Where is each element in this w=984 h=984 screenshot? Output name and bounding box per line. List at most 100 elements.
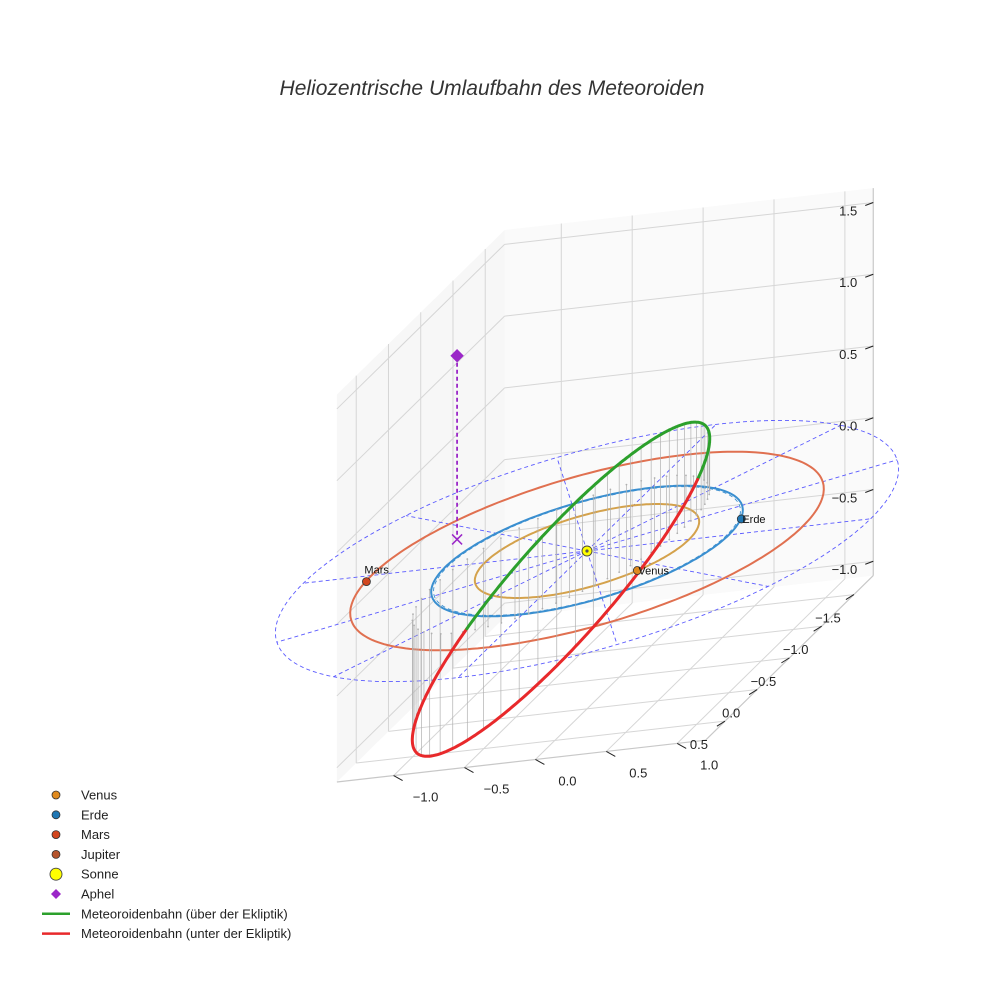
y-axis-edge <box>705 575 874 741</box>
x-tick-label: −0.5 <box>751 674 777 689</box>
x-tick-label: −1.5 <box>815 611 841 626</box>
grid-line-z-side <box>336 243 505 410</box>
chart-title: Heliozentrische Umlaufbahn des Meteoroid… <box>280 77 705 100</box>
planet-venus-label: Venus <box>638 565 669 577</box>
z-tick-label: −0.5 <box>832 490 858 505</box>
x-tick-label: −1.0 <box>783 642 809 657</box>
drop-foot <box>609 488 612 491</box>
drop-foot <box>668 538 671 541</box>
drop-foot <box>708 485 710 488</box>
grid-line-x-floor <box>452 625 822 669</box>
drop-foot <box>415 606 417 608</box>
grid-line-z-side <box>336 530 505 697</box>
legend-label: Mars <box>81 827 110 842</box>
grid-line-z-back <box>504 201 874 245</box>
drop-foot <box>527 612 530 615</box>
drop-foot <box>676 474 678 477</box>
drop-foot <box>653 477 656 479</box>
grid-line-z-side <box>336 602 505 769</box>
legend: Venus Erde Mars Jupiter Sonne Aphel Meteoroide… <box>42 788 291 941</box>
x-tick-mark <box>781 657 790 664</box>
drop-foot <box>487 625 489 628</box>
y-tick-mark <box>464 767 474 773</box>
drop-foot <box>466 558 469 560</box>
z-tick-mark <box>865 273 874 278</box>
legend-label: Sonne <box>81 867 119 882</box>
meteoroid-orbit-below <box>410 478 700 758</box>
z-tick-mark <box>865 345 874 350</box>
x-tick-mark <box>716 720 726 727</box>
drop-foot <box>499 537 502 540</box>
grid-line-z-back <box>504 273 874 317</box>
z-tick-label: 1.5 <box>839 203 857 218</box>
legend-label: Meteoroidenbahn (unter der Ekliptik) <box>81 926 291 941</box>
grid-line-y-floor <box>605 586 775 752</box>
grid-line-z-side <box>336 459 505 625</box>
legend-label: Venus <box>81 788 118 803</box>
grid-line-z-back <box>504 560 874 604</box>
y-tick-mark <box>606 751 616 757</box>
drop-foot <box>708 489 711 492</box>
legend-swatch-sonne <box>49 867 63 881</box>
drop-foot <box>514 617 516 620</box>
z-tick-mark <box>865 417 874 422</box>
z-tick-label: −1.0 <box>832 562 858 577</box>
grid-line-z-side <box>336 315 505 482</box>
drop-foot <box>537 517 539 520</box>
meteoroid-orbit-above <box>465 428 671 631</box>
y-tick-mark <box>535 759 545 765</box>
legend-swatch-jupiter <box>51 850 61 859</box>
drop-foot <box>683 526 686 528</box>
drop-foot <box>430 632 433 635</box>
drop-foot <box>417 628 419 631</box>
drop-foot <box>581 590 584 593</box>
grid-line-x-floor <box>485 594 854 637</box>
drop-foot <box>594 584 597 586</box>
drop-foot <box>518 527 521 530</box>
planet-mars-marker <box>362 577 371 587</box>
orbit-venus <box>473 503 701 599</box>
axis-ticks: −1.5 −1.0 −0.5 0.0 0.5 −1.0 −0.5 0.0 0.5 1.0 −1.0 −… <box>393 202 874 805</box>
legend-swatch-mars <box>51 830 61 839</box>
drop-foot <box>412 613 414 616</box>
drop-foot <box>629 564 632 567</box>
z-tick-label: 0.0 <box>839 419 857 434</box>
drop-foot <box>700 508 703 511</box>
y-tick-label: 0.0 <box>558 773 576 788</box>
drop-foot <box>555 509 558 511</box>
drop-foot <box>640 558 642 560</box>
z-tick-label: 1.0 <box>839 275 857 290</box>
drop-foot <box>592 494 595 497</box>
x-tick-mark <box>748 689 758 695</box>
x-tick-mark <box>813 625 822 632</box>
drop-foot <box>482 547 485 550</box>
sun-center-dot <box>585 549 589 553</box>
drop-foot <box>706 481 709 484</box>
orbit-mars <box>349 450 825 652</box>
y-tick-mark <box>676 742 687 749</box>
x-tick-label: 0.0 <box>722 706 740 721</box>
grid-line-z-back <box>504 345 874 389</box>
drop-foot <box>703 479 705 481</box>
ecliptic-spoke <box>586 424 717 552</box>
orbit-erde-reference <box>433 486 741 616</box>
y-tick-label: −0.5 <box>484 782 510 797</box>
z-tick-mark <box>865 560 874 565</box>
back-wall-pane <box>504 188 874 618</box>
axes-panes <box>336 188 874 782</box>
drop-foot <box>568 596 571 599</box>
drop-foot <box>690 520 692 522</box>
meteoroid-orbit <box>410 420 712 758</box>
legend-label: Erde <box>81 807 108 822</box>
aphel-projection-cross <box>451 533 463 545</box>
drop-foot <box>411 619 414 622</box>
grid-line-x-floor <box>356 720 725 764</box>
drop-foot <box>625 483 628 486</box>
drop-foot <box>541 607 544 610</box>
drop-foot <box>692 475 695 478</box>
grid-line-y-floor <box>535 594 704 760</box>
y-tick-label: −1.0 <box>413 790 439 805</box>
drop-foot <box>428 588 431 591</box>
grid-line-z-back <box>504 488 874 532</box>
grid-line-x-floor <box>388 689 758 732</box>
